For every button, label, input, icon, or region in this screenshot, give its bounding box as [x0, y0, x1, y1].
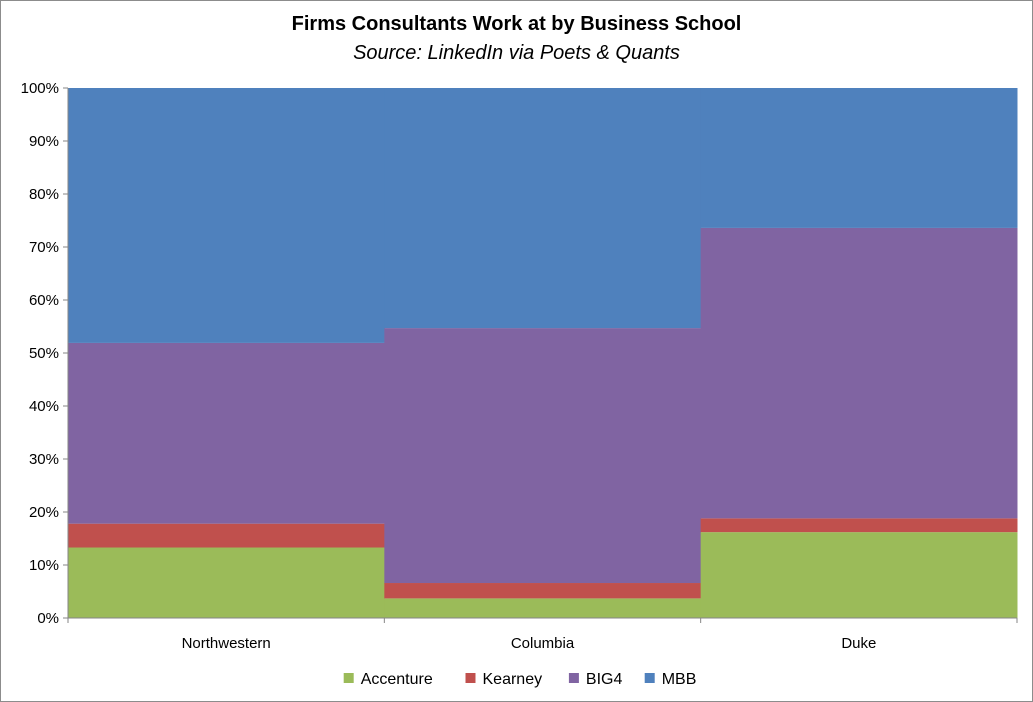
legend-swatch-mbb [644, 673, 655, 683]
segment-big4-columbia [384, 328, 702, 584]
legend-label-kearney: Kearney [483, 671, 543, 688]
legend-label-mbb: MBB [662, 671, 697, 688]
legend-swatch-kearney [465, 673, 476, 683]
y-tick-label: 40% [29, 398, 59, 415]
legend-swatch-big4 [568, 673, 579, 683]
segment-mbb-duke [700, 88, 1018, 228]
chart-legend: Accenture Kearney BIG4 MBB [343, 671, 697, 688]
segment-big4-duke [700, 227, 1018, 519]
y-tick-label: 30% [29, 451, 59, 468]
segment-big4-northwestern [68, 342, 385, 524]
chart-axes [63, 87, 1018, 623]
y-tick-label: 60% [29, 292, 59, 309]
y-tick-label: 20% [29, 504, 59, 521]
y-tick-label: 70% [29, 239, 59, 256]
x-tick-labels: Northwestern Columbia Duke [182, 635, 877, 652]
y-tick-label: 80% [29, 186, 59, 203]
x-tick-label: Duke [841, 635, 876, 652]
y-tick-label: 0% [37, 610, 59, 627]
segment-mbb-columbia [384, 88, 702, 329]
legend-swatch-accenture [343, 673, 354, 683]
y-tick-label: 90% [29, 133, 59, 150]
y-tick-label: 50% [29, 345, 59, 362]
y-tick-label: 10% [29, 557, 59, 574]
x-tick-label: Northwestern [182, 635, 271, 652]
segment-mbb-northwestern [68, 88, 385, 343]
segment-accenture-northwestern [68, 547, 385, 618]
legend-label-accenture: Accenture [361, 671, 433, 688]
segment-kearney-columbia [384, 583, 702, 599]
segment-accenture-columbia [384, 598, 702, 618]
y-tick-label: 100% [21, 80, 59, 97]
y-tick-labels: 0% 10% 20% 30% 40% 50% 60% 70% 80% 90% 100% [21, 80, 59, 627]
chart-subtitle: Source: LinkedIn via Poets & Quants [353, 42, 680, 64]
legend-label-big4: BIG4 [586, 671, 623, 688]
segment-accenture-duke [700, 532, 1018, 618]
segment-kearney-duke [700, 518, 1018, 533]
chart-bars [68, 88, 1018, 618]
chart-title: Firms Consultants Work at by Business Sc… [291, 13, 742, 35]
x-tick-label: Columbia [511, 635, 575, 652]
segment-kearney-northwestern [68, 523, 385, 548]
